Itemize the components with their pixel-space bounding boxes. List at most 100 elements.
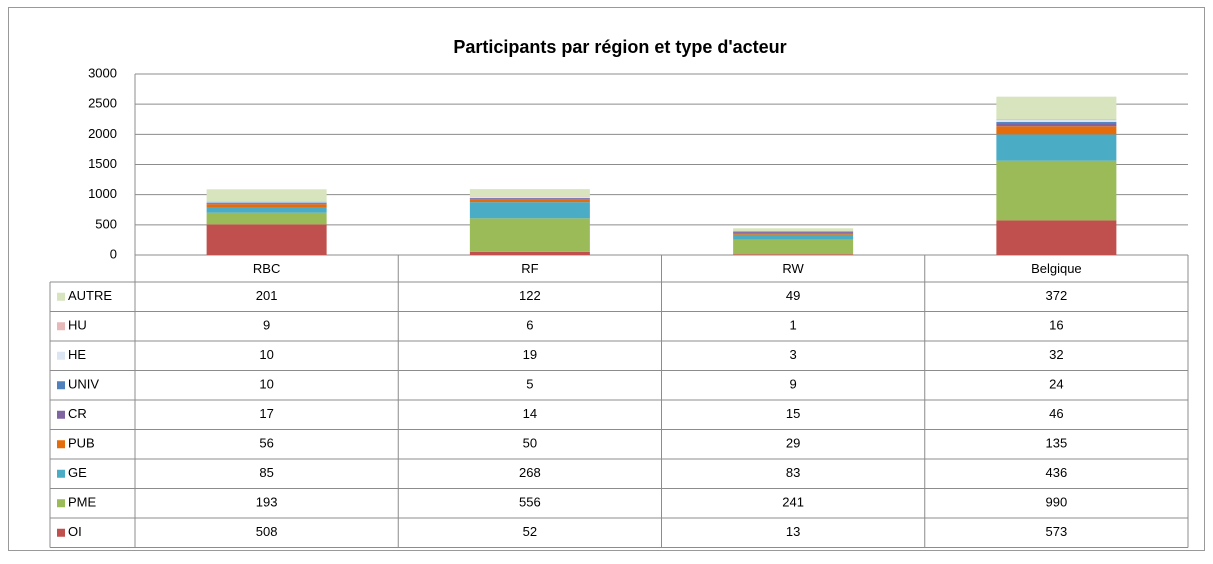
legend-label: HE <box>68 347 86 362</box>
legend-swatch <box>57 470 65 478</box>
table-value: 52 <box>523 524 537 539</box>
bar-segment <box>733 254 853 255</box>
legend-swatch <box>57 352 65 360</box>
legend-label: PME <box>68 495 97 510</box>
y-tick-label: 2000 <box>88 126 117 141</box>
bar-segment <box>470 252 590 255</box>
legend-label: AUTRE <box>68 288 112 303</box>
table-value: 85 <box>259 465 273 480</box>
bar-segment <box>996 120 1116 122</box>
legend-label: HU <box>68 318 87 333</box>
table-value: 49 <box>786 288 800 303</box>
table-value: 29 <box>786 436 800 451</box>
chart-title: Participants par région et type d'acteur <box>453 37 786 57</box>
table-value: 508 <box>256 524 278 539</box>
bar-segment <box>207 213 327 225</box>
x-tick-label: RBC <box>253 261 280 276</box>
table-value: 14 <box>523 406 537 421</box>
table-value: 6 <box>526 318 533 333</box>
legend-swatch <box>57 293 65 301</box>
legend-swatch <box>57 529 65 537</box>
table-value: 10 <box>259 347 273 362</box>
table-value: 268 <box>519 465 541 480</box>
bar-segment <box>207 203 327 204</box>
bar-segment <box>996 134 1116 160</box>
table-value: 3 <box>790 347 797 362</box>
table-value: 16 <box>1049 318 1063 333</box>
table-value: 556 <box>519 495 541 510</box>
bar-segment <box>996 119 1116 120</box>
bar-segment <box>207 189 327 201</box>
bar-segment <box>470 218 590 252</box>
bar-segment <box>733 231 853 232</box>
table-value: 19 <box>523 347 537 362</box>
table-value: 5 <box>526 377 533 392</box>
table-value: 32 <box>1049 347 1063 362</box>
legend-label: UNIV <box>68 377 99 392</box>
legend-label: GE <box>68 465 87 480</box>
legend-swatch <box>57 440 65 448</box>
bar-segment <box>207 224 327 255</box>
legend-label: CR <box>68 406 87 421</box>
table-value: 15 <box>786 406 800 421</box>
y-tick-label: 3000 <box>88 65 117 80</box>
bar-segment <box>996 161 1116 221</box>
table-value: 135 <box>1046 436 1068 451</box>
bar-segment <box>996 122 1116 123</box>
bar-segment <box>207 204 327 207</box>
bar-segment <box>733 235 853 240</box>
x-tick-label: Belgique <box>1031 261 1082 276</box>
bar-segment <box>733 228 853 231</box>
table-value: 1 <box>790 318 797 333</box>
bar-segment <box>470 199 590 202</box>
legend-swatch <box>57 411 65 419</box>
y-tick-label: 2500 <box>88 96 117 111</box>
x-tick-label: RF <box>521 261 538 276</box>
bar-segment <box>470 198 590 199</box>
bar-segment <box>996 220 1116 255</box>
bar-segment <box>207 201 327 202</box>
bar-segment <box>470 202 590 218</box>
y-tick-label: 0 <box>110 246 117 261</box>
table-value: 24 <box>1049 377 1063 392</box>
y-tick-label: 1500 <box>88 156 117 171</box>
table-value: 83 <box>786 465 800 480</box>
x-tick-label: RW <box>782 261 804 276</box>
table-value: 13 <box>786 524 800 539</box>
bar-segment <box>207 203 327 204</box>
bar-segment <box>996 123 1116 126</box>
legend-label: OI <box>68 524 82 539</box>
bar-segment <box>470 197 590 198</box>
bar-segment <box>733 233 853 235</box>
bar-segment <box>733 240 853 255</box>
table-value: 193 <box>256 495 278 510</box>
y-tick-label: 1000 <box>88 186 117 201</box>
bar-segment <box>207 208 327 213</box>
table-value: 990 <box>1046 495 1068 510</box>
table-value: 50 <box>523 436 537 451</box>
legend-label: PUB <box>68 436 95 451</box>
legend-swatch <box>57 499 65 507</box>
table-value: 436 <box>1046 465 1068 480</box>
table-value: 241 <box>782 495 804 510</box>
table-value: 46 <box>1049 406 1063 421</box>
bar-segment <box>996 126 1116 134</box>
bar-segment <box>996 97 1116 119</box>
table-value: 17 <box>259 406 273 421</box>
table-value: 573 <box>1046 524 1068 539</box>
legend-swatch <box>57 322 65 330</box>
bar-segment <box>470 189 590 196</box>
table-value: 122 <box>519 288 541 303</box>
table-value: 9 <box>263 318 270 333</box>
y-tick-label: 500 <box>95 216 117 231</box>
table-value: 201 <box>256 288 278 303</box>
chart-border <box>9 8 1205 551</box>
table-value: 56 <box>259 436 273 451</box>
table-value: 9 <box>790 377 797 392</box>
table-value: 372 <box>1046 288 1068 303</box>
bar-segment <box>207 202 327 203</box>
table-value: 10 <box>259 377 273 392</box>
legend-swatch <box>57 381 65 389</box>
